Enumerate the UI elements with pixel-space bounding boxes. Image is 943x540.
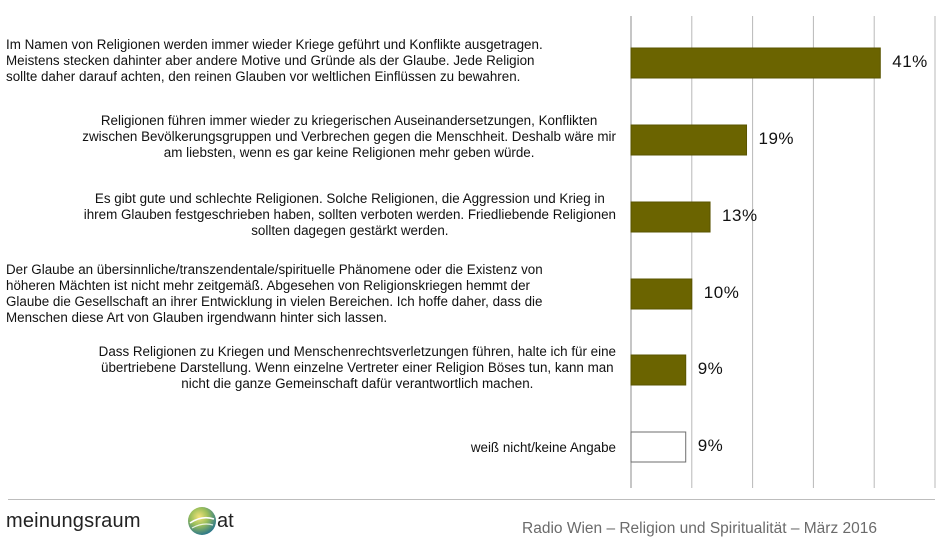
category-label: Dass Religionen zu Kriegen und Menschenr… — [98, 344, 616, 391]
logo-text: meinungsraum — [6, 510, 141, 532]
bar — [630, 47, 881, 79]
globe-icon — [188, 507, 216, 535]
category-label: Religionen führen immer wieder zu kriege… — [82, 113, 616, 160]
chart-plot — [630, 16, 936, 488]
value-label: 9% — [697, 359, 724, 378]
category-label: Der Glaube an übersinnliche/transzendent… — [6, 262, 543, 325]
value-label: 10% — [703, 283, 740, 302]
value-label: 19% — [758, 129, 795, 148]
bar — [630, 278, 693, 310]
value-label: 9% — [697, 436, 724, 455]
bar — [630, 201, 711, 233]
footer-divider — [8, 499, 935, 500]
bar — [630, 354, 687, 386]
value-label: 41% — [892, 52, 928, 71]
category-label: Es gibt gute und schlechte Religionen. S… — [83, 191, 616, 238]
category-label: weiß nicht/keine Angabe — [470, 440, 616, 455]
category-label: Im Namen von Religionen werden immer wie… — [6, 37, 543, 84]
footer-caption: Radio Wien – Religion und Spiritualität … — [522, 520, 877, 537]
bar-chart: 41% Im Namen von Religionen werden immer … — [6, 16, 936, 488]
bar — [630, 124, 748, 156]
logo-suffix: at — [217, 510, 234, 532]
bar — [630, 431, 687, 463]
value-label: 13% — [722, 206, 758, 225]
